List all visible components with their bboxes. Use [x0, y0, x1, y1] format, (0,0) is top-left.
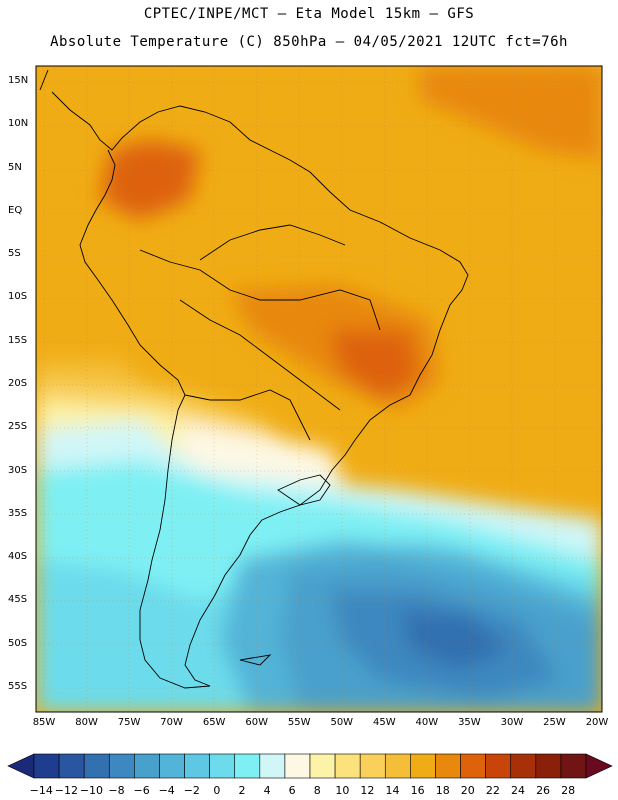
lat-label: 10N — [8, 118, 29, 130]
lon-label: 55W — [287, 717, 311, 728]
colorbar-swatch — [234, 753, 261, 779]
colorbar-swatch — [535, 753, 562, 779]
colorbar-label: 0 — [213, 784, 221, 797]
colorbar — [7, 753, 613, 779]
colorbar-label: 12 — [360, 784, 375, 797]
border-4 — [199, 224, 346, 261]
colorbar-label: 8 — [313, 784, 321, 797]
colorbar-swatch — [334, 753, 361, 779]
colorbar-swatch — [83, 753, 110, 779]
lat-label: EQ — [8, 204, 23, 216]
lon-label: 60W — [245, 717, 268, 728]
lon-label: 75W — [117, 717, 141, 728]
colorbar-label: −2 — [183, 784, 200, 797]
lon-label: 30W — [500, 717, 524, 728]
border-3 — [184, 389, 311, 441]
colorbar-swatch — [259, 753, 286, 779]
south-america-coast — [51, 91, 469, 689]
lon-label: 70W — [160, 717, 183, 728]
plot-frame — [35, 65, 603, 713]
lat-label: 55S — [8, 681, 28, 692]
lon-label: 20W — [585, 717, 609, 728]
colorbar-label: 24 — [510, 784, 525, 797]
colorbar-label: 22 — [485, 784, 500, 797]
lon-label: 45W — [372, 717, 396, 728]
field-ne-warm — [420, 66, 602, 160]
colorbar-label: −8 — [108, 784, 125, 797]
colorbar-max-arrow — [585, 753, 613, 779]
colorbar-swatch — [184, 753, 210, 779]
colorbar-swatch — [108, 753, 135, 779]
lon-label: 50W — [330, 717, 354, 728]
colorbar-label: 4 — [263, 784, 271, 797]
colorbar-label: 2 — [238, 784, 246, 797]
colorbar-swatch — [485, 753, 512, 779]
colorbar-label: 14 — [385, 784, 400, 797]
colorbar-swatch — [384, 753, 411, 779]
coastlines — [39, 69, 469, 689]
colorbar-swatch — [134, 753, 160, 779]
chart-title-line2: Absolute Temperature (C) 850hPa – 04/05/… — [50, 34, 568, 50]
colorbar-label: 18 — [435, 784, 450, 797]
colorbar-label: −12 — [54, 784, 78, 797]
lat-label: 5N — [8, 161, 22, 173]
colorbar-swatch — [159, 753, 185, 779]
border-2 — [179, 299, 341, 411]
colorbar-label: −14 — [29, 784, 53, 797]
colorbar-label: −6 — [133, 784, 150, 797]
lat-label: 40S — [8, 551, 28, 563]
border-1 — [139, 249, 381, 331]
lat-label: 5S — [8, 248, 21, 260]
colorbar-swatch — [510, 753, 537, 779]
lat-label: 15S — [8, 334, 28, 346]
colorbar-label: 28 — [561, 784, 576, 797]
lon-label: 80W — [75, 717, 98, 728]
colorbar-swatch — [460, 753, 486, 779]
colorbar-swatch — [209, 753, 236, 779]
colorbar-swatch — [410, 753, 436, 779]
lon-label: 65W — [202, 717, 226, 728]
colorbar-label: −10 — [79, 784, 104, 797]
colorbar-label: 6 — [288, 784, 296, 797]
chart-title-line1: CPTEC/INPE/MCT – Eta Model 15km – GFS — [143, 6, 475, 22]
lat-label: 15N — [8, 75, 29, 86]
field-blue4 — [400, 610, 510, 670]
lat-label: 50S — [8, 637, 28, 649]
colorbar-label: 16 — [410, 784, 425, 797]
lon-label: 35W — [458, 717, 481, 728]
colorbar-min-arrow — [7, 753, 35, 779]
lon-label: 25W — [543, 717, 566, 728]
colorbar-label: 20 — [460, 784, 475, 797]
lat-label: 30S — [8, 464, 28, 476]
lon-label: 40W — [415, 717, 439, 728]
colorbar-label: 26 — [536, 784, 551, 797]
colorbar-swatch — [58, 753, 85, 779]
colorbar-swatch — [284, 753, 311, 779]
lat-label: 35S — [8, 507, 28, 519]
colorbar-label: −4 — [158, 784, 175, 797]
colorbar-swatch — [359, 753, 386, 779]
field-brazil-hot — [330, 330, 420, 400]
temperature-field — [36, 66, 602, 712]
colorbar-swatch — [560, 753, 587, 779]
coast-misc — [39, 69, 272, 666]
field-nw-warm — [100, 140, 200, 220]
colorbar-swatch — [435, 753, 461, 779]
lat-label: 10S — [8, 291, 28, 303]
lat-label: 25S — [8, 421, 28, 433]
colorbar-swatch — [33, 753, 60, 779]
colorbar-swatch — [309, 753, 336, 779]
lat-label: 20S — [8, 378, 28, 389]
lat-label: 45S — [8, 594, 28, 606]
lon-label: 85W — [32, 717, 56, 728]
river-plate — [277, 474, 331, 506]
colorbar-label: 10 — [335, 784, 350, 797]
